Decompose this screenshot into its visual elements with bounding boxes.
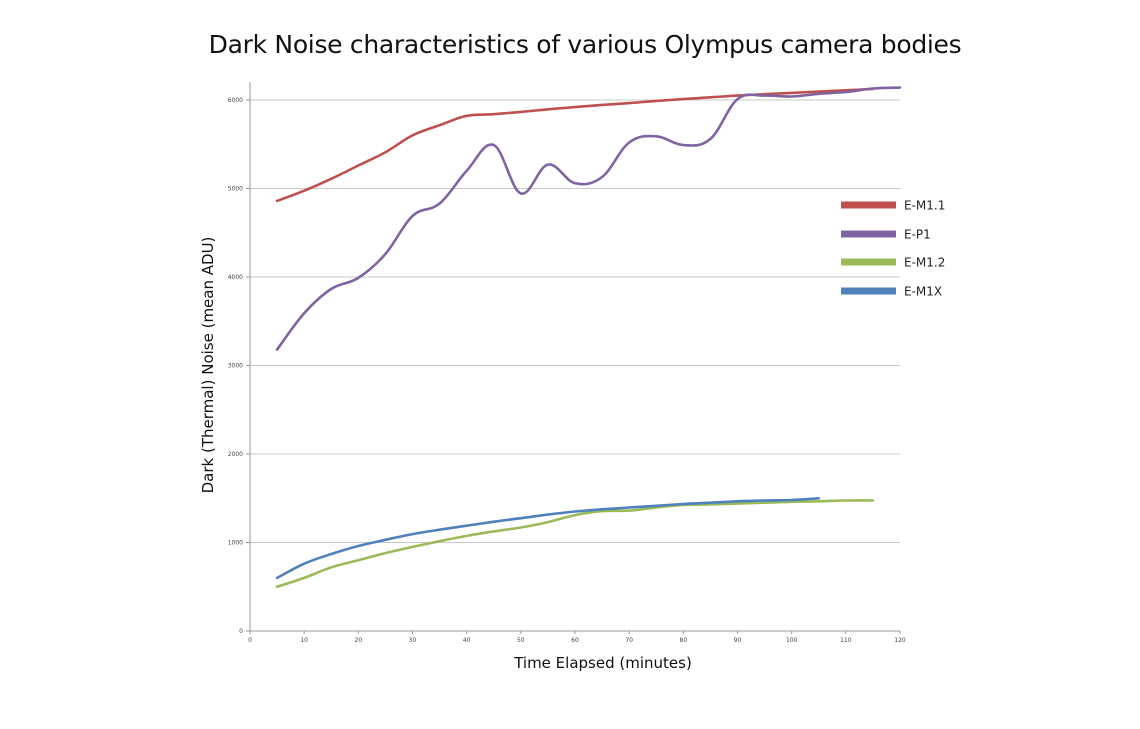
x-tick-label: 20 (355, 637, 363, 644)
x-tick-label: 90 (734, 637, 742, 644)
legend-swatch (841, 201, 896, 209)
legend-label: E-M1.2 (904, 256, 945, 270)
x-axis-title: Time Elapsed (minutes) (513, 654, 692, 672)
legend-label: E-M1.1 (904, 199, 945, 213)
y-tick-label: 1000 (228, 540, 243, 547)
legend-label: E-M1X (904, 285, 942, 299)
series-line-e-p1 (275, 86, 902, 351)
x-tick-label: 80 (680, 637, 688, 644)
y-tick-label: 5000 (228, 186, 243, 193)
chart-title: Dark Noise characteristics of various Ol… (208, 30, 962, 59)
legend-swatch (841, 230, 896, 238)
series-line-e-m1x (275, 497, 821, 580)
x-tick-label: 10 (300, 637, 308, 644)
x-tick-label: 60 (571, 637, 579, 644)
x-tick-label: 120 (894, 637, 906, 644)
x-tick-label: 30 (409, 637, 417, 644)
legend-item: E-M1.1 (841, 199, 945, 213)
legend-item: E-M1X (841, 285, 942, 299)
gridlines (250, 99, 900, 543)
x-axis-ticks: 0 10 20 30 40 50 60 70 80 90 100 110 120 (248, 631, 906, 644)
legend-item: E-M1.2 (841, 256, 945, 270)
x-tick-label: 50 (517, 637, 525, 644)
series-line-e-m1-2 (275, 499, 875, 589)
x-tick-label: 40 (463, 637, 471, 644)
y-axis-title: Dark (Thermal) Noise (mean ADU) (199, 237, 217, 494)
y-tick-label: 3000 (228, 363, 243, 370)
x-tick-label: 0 (248, 637, 252, 644)
x-tick-label: 70 (625, 637, 633, 644)
legend: E-M1.1 E-P1 E-M1.2 E-M1X (841, 199, 945, 299)
y-tick-label: 4000 (228, 274, 243, 281)
legend-label: E-P1 (904, 228, 931, 242)
y-axis-ticks: 0 1000 2000 3000 4000 5000 6000 (228, 97, 250, 635)
legend-swatch (841, 287, 896, 295)
y-tick-label: 6000 (228, 97, 243, 104)
series-line-e-m1-1 (275, 87, 875, 203)
y-tick-label: 0 (239, 628, 243, 635)
y-tick-label: 2000 (228, 451, 243, 458)
data-series (275, 86, 902, 589)
legend-item: E-P1 (841, 228, 931, 242)
legend-swatch (841, 258, 896, 266)
x-tick-label: 100 (786, 637, 798, 644)
x-tick-label: 110 (840, 637, 852, 644)
